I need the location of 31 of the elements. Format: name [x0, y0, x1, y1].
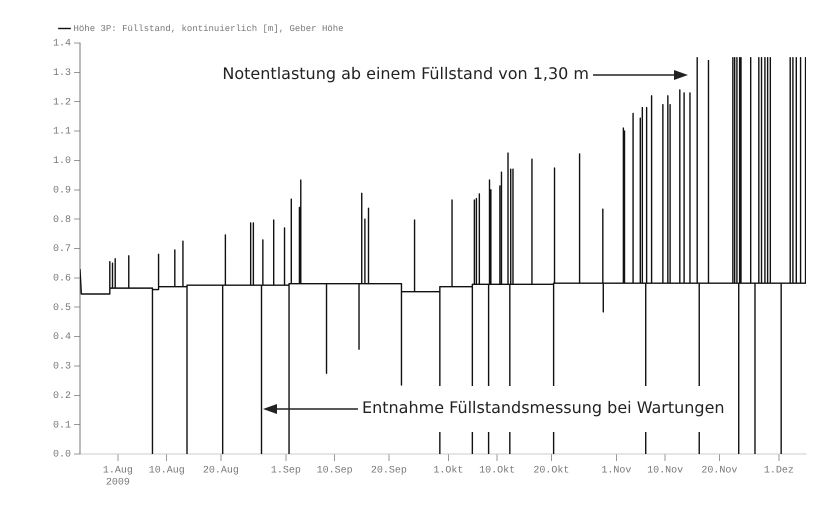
y-tick-label: 0.5	[52, 302, 72, 314]
x-tick-label: 20.Okt	[533, 464, 570, 477]
y-tick-label: 1.0	[52, 156, 72, 168]
x-tick-label: 20.Aug	[202, 466, 239, 477]
x-tick-label: 10.Sep	[316, 466, 353, 477]
y-tick-label: 0.3	[52, 362, 72, 373]
x-tick-label: 1.Okt	[433, 464, 464, 477]
x-tick-label: 10.Okt	[479, 464, 516, 477]
y-tick-label: 0.6	[52, 274, 72, 284]
y-tick-label: 0.7	[52, 244, 72, 256]
y-tick-label: 0.0	[52, 450, 72, 461]
x-tick-label: 10.Aug	[148, 466, 185, 477]
y-tick-label: 0.1	[52, 420, 72, 432]
annotation: Notentlastung ab einem Füllstand von 1,30 m	[222, 64, 590, 84]
y-tick-label: 0.9	[52, 185, 72, 196]
x-tick-label: 1.Nov	[601, 466, 632, 477]
y-tick-label: 0.2	[52, 390, 72, 402]
x-tick-label: 1.Dez	[764, 466, 794, 477]
x-tick-label: 1.Aug 2009	[102, 466, 133, 489]
x-tick-label: 10.Nov	[647, 466, 684, 477]
annotation: Entnahme Füllstandsmessung bei Wartungen	[362, 398, 725, 418]
x-tick-label: 20.Nov	[701, 466, 738, 477]
x-tick-label: 20.Sep	[370, 466, 407, 477]
legend-label: Höhe 3P: Füllstand, kontinuierlich [m], Geber Höhe	[74, 24, 344, 34]
y-tick-label: 1.4	[52, 38, 72, 50]
y-tick-label: 0.8	[52, 214, 72, 226]
y-tick-label: 1.2	[52, 97, 72, 108]
y-tick-label: 0.4	[52, 332, 72, 344]
x-tick-label: 1.Sep	[270, 466, 301, 477]
y-tick-label: 1.3	[52, 68, 72, 79]
y-tick-label: 1.1	[52, 126, 72, 138]
